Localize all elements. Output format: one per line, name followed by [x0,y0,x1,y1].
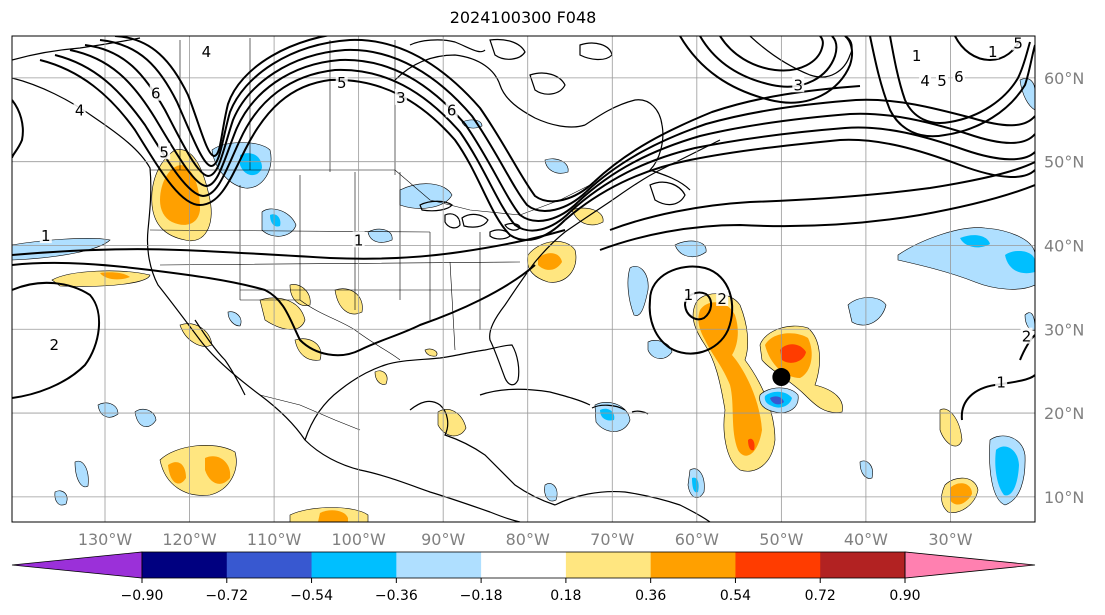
longitude-tick-label: 30°W [928,530,972,549]
contour-label: 3 [396,89,406,107]
contour-label-background [200,42,213,59]
map-frame [11,35,1036,523]
contour-label: 1 [912,47,922,65]
contour-label-background [1020,327,1033,344]
contour-label: 1 [996,374,1006,392]
latitude-tick-label: 50°N [1044,153,1084,172]
contour-label: 5 [1013,34,1023,52]
contour-label-background [682,285,695,302]
longitude-tick-label: 80°W [506,530,550,549]
latitude-tick-label: 40°N [1044,236,1084,255]
contour-label-background [158,143,171,160]
contour-label-background [792,76,805,93]
colorbar-segment [650,552,736,578]
contour-label: 4 [920,72,930,90]
colorbar-segment [565,552,652,578]
colorbar-segment [820,552,906,578]
colorbar-frame [141,551,906,579]
colorbar-tick-label: 0.36 [635,588,666,604]
lat-lon-grid [12,36,1035,522]
storm-center-marker[interactable] [772,368,791,387]
anomaly-shading [12,78,1035,522]
contour-label-background [149,84,162,101]
contour-label: 4 [202,43,212,61]
longitude-tick-label: 60°W [675,530,719,549]
contour-label: 6 [447,101,457,119]
contour-label: 2 [49,336,59,354]
contour-label: 6 [151,85,161,103]
colorbar-extend-low [11,551,143,579]
colorbar-tick-label: 0.18 [550,588,581,604]
contour-label: 2 [717,290,727,308]
map-title: 2024100300 F048 [449,8,597,27]
contour-label-background [1012,36,1025,51]
contour-label: 5 [937,72,947,90]
contour-label-background [952,67,965,84]
contour-label: 3 [793,76,803,94]
longitude-tick-label: 40°W [844,530,888,549]
colorbar-tick-label: 0.72 [805,588,836,604]
contour-label-background [445,101,458,118]
longitude-tick-label: 100°W [331,530,386,549]
colorbar-segment [142,552,228,578]
colorbar-tick-label: −0.90 [121,588,164,604]
contour-label-background [48,336,61,353]
contour-label-background [73,101,86,118]
contour-label-background [335,73,348,90]
contour-label-background [716,289,729,306]
contour-label: 5 [159,143,169,161]
contour-label-background [352,231,365,248]
contour-label: 1 [988,43,998,61]
colorbar-segment [226,552,313,578]
colorbar-extend-high [904,551,1036,579]
colorbar-segment [311,552,397,578]
colorbar-segment [481,552,567,578]
contour-label-background [986,42,999,59]
contour-label-background [394,88,407,105]
longitude-tick-label: 50°W [759,530,803,549]
contour-label-background [936,72,948,89]
colorbar: −0.90 −0.72 −0.54 −0.36 −0.18 0.18 0.36 0.54 0.7… [11,551,1036,604]
latitude-tick-label: 30°N [1044,320,1084,339]
contour-label: 6 [954,68,964,86]
colorbar-segment [735,552,821,578]
latitude-axis: 60°N 50°N 40°N 30°N 20°N 10°N [1044,69,1084,507]
contour-label: 4 [75,101,85,119]
longitude-axis: 130°W 120°W 110°W 100°W 90°W 80°W 70°W 60°W 50°W… [78,530,973,549]
longitude-tick-label: 130°W [78,530,133,549]
contour-label: 5 [337,74,347,92]
contour-label: 1 [41,227,51,245]
colorbar-segment [396,552,482,578]
colorbar-tick-label: 0.54 [720,588,751,604]
contour-label: 2 [1022,328,1032,346]
longitude-tick-label: 70°W [590,530,634,549]
contour-label-background [39,227,52,244]
latitude-tick-label: 10°N [1044,488,1084,507]
contour-label-background [995,373,1008,390]
contour-label: 1 [354,231,364,249]
contour-label-background [910,46,923,63]
latitude-tick-label: 60°N [1044,69,1084,88]
contour-label-background [919,72,932,89]
longitude-tick-label: 110°W [247,530,302,549]
colorbar-tick-label: −0.36 [375,588,418,604]
latitude-tick-label: 20°N [1044,404,1084,423]
colorbar-tick-label: −0.18 [460,588,503,604]
height-contours [12,36,1035,421]
colorbar-tick-label: −0.54 [290,588,333,604]
colorbar-tick-label: 0.90 [889,588,920,604]
contour-label: 1 [684,286,694,304]
longitude-tick-label: 90°W [421,530,465,549]
longitude-tick-label: 120°W [162,530,217,549]
colorbar-tick-label: −0.72 [205,588,248,604]
